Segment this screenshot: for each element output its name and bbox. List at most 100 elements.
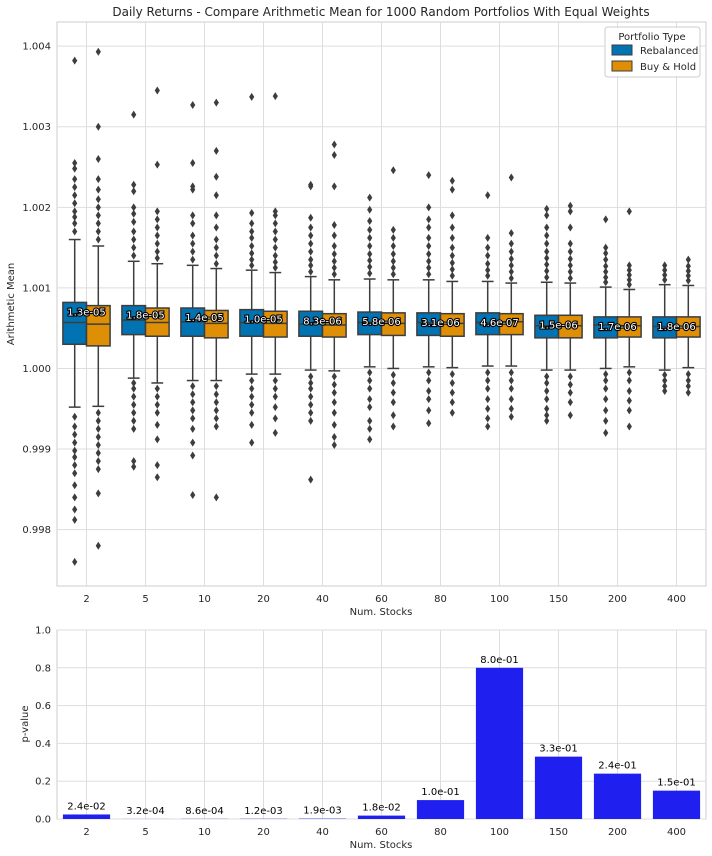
outlier-point [272,376,278,385]
outlier-point [272,258,278,267]
outlier-point [367,416,373,425]
outlier-point [131,243,137,252]
boxplot-y-tick-label: 1.002 [22,203,51,214]
outlier-point [331,372,337,381]
outlier-point [154,86,160,95]
outlier-point [603,428,609,437]
boxplot-x-tick-label: 40 [316,594,329,605]
outlier-point [154,400,160,409]
outlier-point [626,376,632,385]
outlier-point [308,416,314,425]
outlier-point [544,260,550,269]
outlier-point [544,395,550,404]
outlier-point [426,395,432,404]
outlier-point [272,211,278,220]
outlier-point [603,262,609,271]
outlier-point [390,270,396,279]
outlier-point [331,263,337,272]
outlier-point [426,171,432,180]
outlier-point [213,398,219,407]
box-rebalanced-2 [62,56,88,566]
outlier-point [331,441,337,449]
outlier-point [662,387,668,396]
outlier-point [249,92,255,101]
outlier-point [685,262,691,271]
outlier-point [626,270,632,279]
box-buy-hold-20 [262,92,288,437]
outlier-point [508,395,514,404]
outlier-point [154,160,160,169]
outlier-point [544,273,550,282]
outlier-point [95,203,101,212]
outlier-point [190,255,196,264]
outlier-point [367,376,373,385]
outlier-point [662,266,668,275]
outlier-point [95,47,101,56]
outlier-point [154,239,160,248]
outlier-point [485,376,491,385]
outlier-point [213,493,219,502]
outlier-point [272,219,278,228]
outlier-point [544,223,550,232]
bar-y-ticks: 0.0 0.2 0.4 0.6 0.8 1.0 [35,626,51,826]
outlier-point [685,271,691,280]
legend-title: Portfolio Type [618,32,685,43]
box-buy-hold-400 [675,255,701,397]
outlier-point [131,400,137,409]
difference-label: 1.0e-05 [244,315,282,326]
outlier-point [567,398,573,407]
pvalue-bar-label: 3.2e-04 [126,806,164,817]
outlier-point [367,262,373,271]
outlier-point [426,250,432,259]
pvalue-bar-label: 2.4e-01 [598,761,636,772]
outlier-point [131,227,137,236]
outlier-point [426,368,432,377]
pvalue-bar-label: 2.4e-02 [67,801,105,812]
outlier-point [626,207,632,216]
outlier-point [508,412,514,421]
bar-x-tick-label: 5 [142,827,148,838]
outlier-point [72,199,78,208]
outlier-point [626,368,632,377]
outlier-point [544,211,550,220]
outlier-point [272,227,278,236]
outlier-point [449,370,455,379]
bar-value-labels: 2.4e-02 3.2e-04 8.6e-04 1.2e-03 1.9e-03 1.8e-… [67,655,695,817]
box-buy-hold-100 [498,173,524,421]
outlier-point [72,207,78,216]
outlier-point [131,416,137,425]
outlier-point [485,422,491,431]
outlier-point [272,263,278,272]
outlier-point [154,392,160,401]
outlier-point [308,384,314,393]
boxplot-boxes [62,47,701,566]
outlier-point [95,185,101,194]
outlier-point [272,384,278,393]
boxplot-y-tick-label: 1.004 [22,42,51,53]
outlier-point [508,247,514,256]
outlier-point [308,180,314,189]
outlier-point [508,274,514,283]
pvalue-bar-label: 1.5e-01 [657,778,695,789]
outlier-point [154,384,160,393]
outlier-point [544,204,550,213]
outlier-point [626,261,632,270]
legend: Portfolio Type Rebalanced Buy & Hold [604,26,701,78]
outlier-point [154,247,160,256]
pvalue-bar-label: 1.2e-03 [244,806,282,817]
outlier-point [367,250,373,259]
outlier-point [449,258,455,267]
outlier-point [190,219,196,228]
outlier-point [662,376,668,385]
outlier-point [190,438,196,447]
outlier-point [426,203,432,212]
outlier-point [449,378,455,387]
bar-y-axis-label: p-value [20,705,31,742]
outlier-point [567,411,573,420]
outlier-point [449,243,455,252]
bar-x-axis-label: Num. Stocks [350,840,413,851]
boxplot-x-tick-label: 60 [375,594,388,605]
outlier-point [685,388,691,397]
outlier-point [331,221,337,230]
outlier-point [390,241,396,250]
